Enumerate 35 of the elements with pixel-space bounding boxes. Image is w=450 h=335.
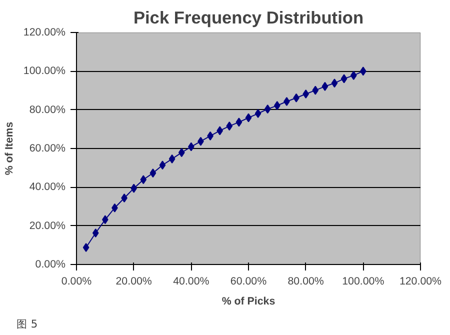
point	[340, 74, 348, 84]
caption: 图 5	[16, 318, 38, 330]
y-tick-label: 40.00%	[29, 181, 66, 194]
y-tick-label: 0.00%	[35, 258, 66, 270]
point	[312, 86, 319, 95]
x-tick-label: 60.00%	[230, 276, 268, 288]
x-tick-label: 40.00%	[173, 276, 210, 288]
point	[226, 122, 233, 131]
point	[264, 104, 271, 114]
point	[254, 109, 262, 118]
point	[236, 118, 242, 127]
point	[168, 154, 176, 164]
y-tick-label: 120.00%	[23, 26, 66, 38]
point	[350, 70, 357, 80]
point	[140, 175, 147, 184]
x-tick-label: 20.00%	[116, 276, 152, 288]
point	[159, 160, 166, 170]
x-axis-title: % of Picks	[222, 296, 276, 308]
y-axis-title: % of Items	[3, 122, 16, 176]
y-tick-label: 80.00%	[29, 104, 66, 116]
point	[92, 228, 99, 238]
x-tick-label: 80.00%	[288, 276, 324, 288]
point	[245, 113, 252, 122]
point	[178, 148, 185, 158]
y-tick-label: 60.00%	[29, 142, 66, 154]
x-tick-label: 120.00%	[399, 276, 442, 288]
y-tick-label: 100.00%	[23, 65, 66, 78]
x-tick-label: 100.00%	[342, 276, 385, 288]
y-tick-label: 20.00%	[29, 220, 66, 232]
point	[150, 168, 156, 178]
point	[322, 82, 328, 91]
point	[331, 78, 338, 88]
x-tick-label: 0.00%	[61, 276, 92, 288]
chart-title: Pick Frequency Distribution	[133, 8, 364, 28]
point	[82, 242, 90, 252]
